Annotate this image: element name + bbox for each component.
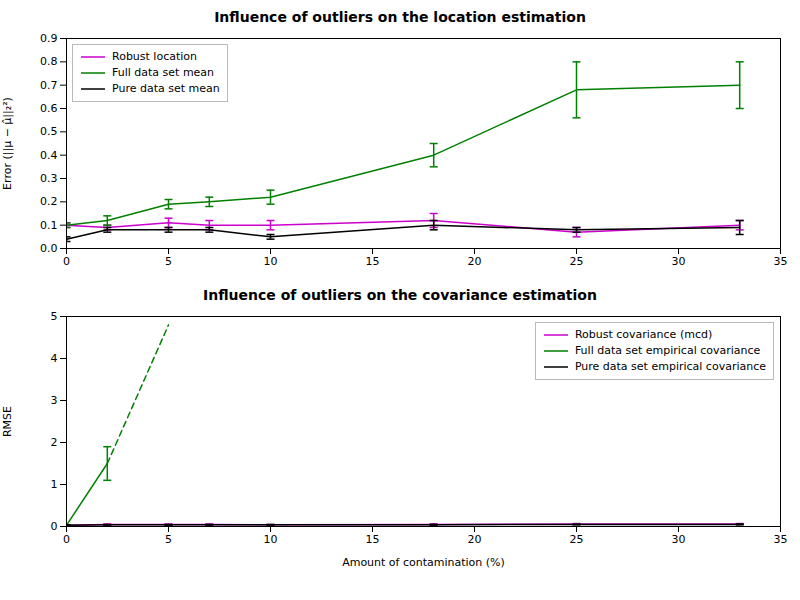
svg-text:Error (||μ − μ̂||₂²): Error (||μ − μ̂||₂²) [1,97,14,190]
svg-text:0.5: 0.5 [40,125,58,138]
svg-text:Amount of contamination (%): Amount of contamination (%) [342,556,505,569]
svg-text:0.0: 0.0 [40,242,58,255]
svg-text:5: 5 [165,533,172,546]
svg-text:0.2: 0.2 [40,195,58,208]
svg-text:15: 15 [366,255,380,268]
html-text:Pure data set empirical covari: Pure data set empirical covariance [574,360,766,373]
svg-text:3: 3 [51,394,58,407]
html-text:Full data set empirical covari: Full data set empirical covariance [574,344,761,357]
html-text:Robust location: Robust location [112,50,197,63]
svg-text:2: 2 [51,436,58,449]
html-text:Full data set mean: Full data set mean [112,66,215,79]
svg-text:10: 10 [264,255,278,268]
svg-text:0.3: 0.3 [40,172,58,185]
svg-text:15: 15 [366,533,380,546]
html-text:Influence of outliers on the l: Influence of outliers on the location es… [214,9,586,25]
svg-text:25: 25 [570,533,584,546]
svg-text:4: 4 [51,352,58,365]
svg-text:RMSE: RMSE [1,406,14,437]
svg-text:0.1: 0.1 [40,219,58,232]
svg-text:25: 25 [570,255,584,268]
svg-text:10: 10 [264,533,278,546]
html-text:Robust covariance (mcd): Robust covariance (mcd) [574,328,713,341]
svg-text:30: 30 [672,533,686,546]
svg-text:0: 0 [63,533,70,546]
svg-text:0.7: 0.7 [40,79,58,92]
svg-text:0.9: 0.9 [40,32,58,45]
svg-text:0: 0 [51,520,58,533]
svg-text:0.8: 0.8 [40,55,58,68]
svg-text:20: 20 [468,255,482,268]
svg-text:20: 20 [468,533,482,546]
svg-text:35: 35 [774,255,788,268]
svg-text:35: 35 [774,533,788,546]
svg-text:5: 5 [165,255,172,268]
svg-text:0.6: 0.6 [40,102,58,115]
svg-text:5: 5 [51,310,58,323]
svg-text:1: 1 [51,478,58,491]
svg-text:0.4: 0.4 [40,149,58,162]
html-text:Influence of outliers on the c: Influence of outliers on the covariance … [203,287,597,303]
svg-text:0: 0 [63,255,70,268]
html-text:Pure data set mean: Pure data set mean [112,82,220,95]
svg-text:30: 30 [672,255,686,268]
